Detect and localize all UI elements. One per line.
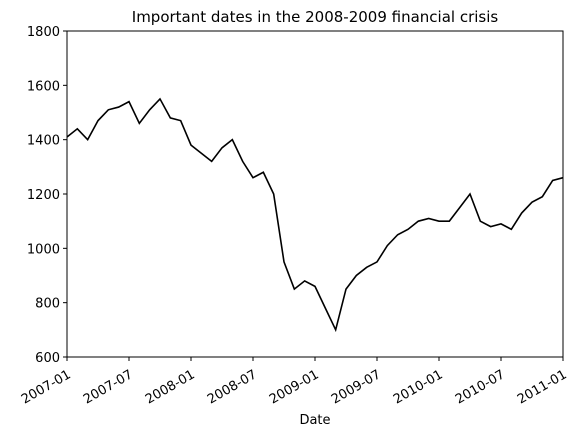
y-tick-label: 800 [35, 297, 60, 312]
x-tick-label: 2010-01 [391, 367, 446, 407]
x-tick-label: 2007-01 [19, 367, 74, 407]
x-tick-label: 2007-07 [81, 367, 136, 407]
x-tick-label: 2009-07 [329, 367, 384, 407]
y-tick-label: 1000 [27, 242, 60, 257]
x-tick-label: 2011-01 [515, 367, 570, 407]
x-tick-label: 2010-07 [453, 367, 508, 407]
y-tick-label: 1800 [27, 25, 60, 40]
x-tick-label: 2008-01 [143, 367, 198, 407]
x-tick-label: 2008-07 [205, 367, 260, 407]
y-tick-label: 1600 [27, 79, 60, 94]
y-tick-label: 1400 [27, 134, 60, 149]
plot-frame [66, 30, 564, 358]
x-tick-label: 2009-01 [267, 367, 322, 407]
line [66, 97, 564, 333]
x-axis-label: Date [299, 413, 330, 428]
chart-title: Important dates in the 2008-2009 financi… [132, 8, 499, 26]
y-tick-label: 1200 [27, 188, 60, 203]
y-tick-label: 600 [35, 351, 60, 366]
